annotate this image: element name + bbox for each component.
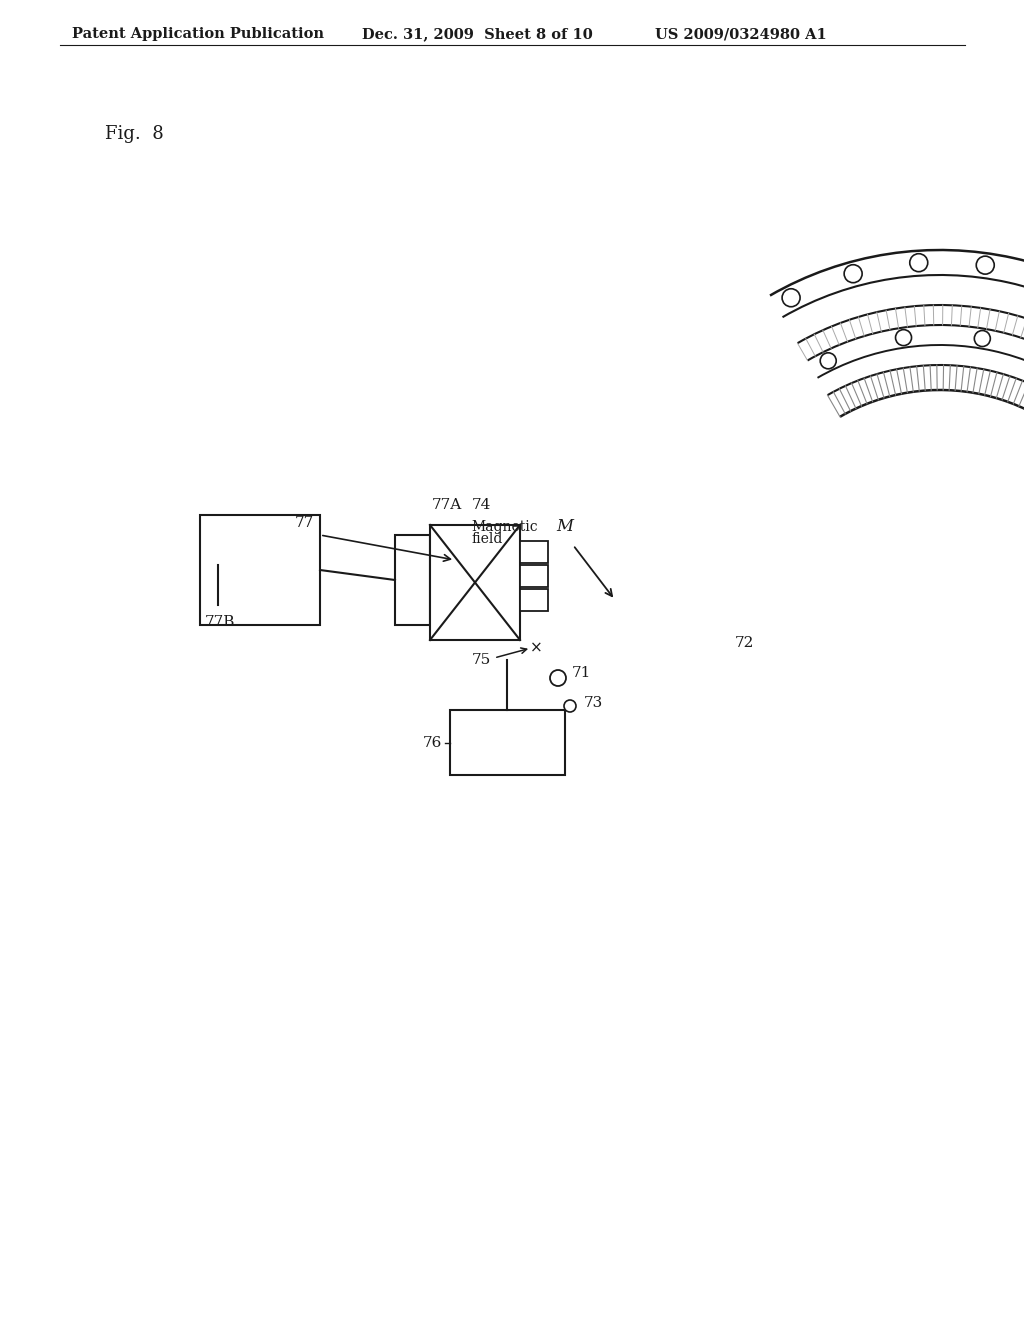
Text: ×: × (529, 640, 543, 656)
Text: Fig.  8: Fig. 8 (105, 125, 164, 143)
Text: Patent Application Publication: Patent Application Publication (72, 26, 324, 41)
Circle shape (564, 700, 575, 711)
Circle shape (896, 330, 911, 346)
Circle shape (820, 352, 837, 368)
Bar (430, 525, 520, 640)
Text: US 2009/0324980 A1: US 2009/0324980 A1 (655, 26, 826, 41)
Circle shape (974, 330, 990, 347)
Text: 76: 76 (423, 737, 442, 750)
Bar (520, 565, 548, 587)
Text: 73: 73 (584, 696, 603, 710)
Bar (450, 710, 565, 775)
Text: 77A: 77A (432, 498, 462, 512)
Circle shape (909, 253, 928, 272)
Text: 75: 75 (472, 653, 490, 667)
Bar (200, 515, 319, 624)
Text: 72: 72 (735, 636, 755, 649)
Bar (520, 541, 548, 564)
Bar (395, 535, 430, 624)
Text: 77B: 77B (205, 615, 236, 630)
Text: M: M (556, 517, 573, 535)
Circle shape (782, 289, 800, 306)
Text: 74: 74 (472, 498, 492, 512)
Circle shape (844, 265, 862, 282)
Circle shape (976, 256, 994, 275)
Text: field: field (471, 532, 503, 546)
Text: Dec. 31, 2009  Sheet 8 of 10: Dec. 31, 2009 Sheet 8 of 10 (362, 26, 593, 41)
Text: 71: 71 (572, 667, 592, 680)
Text: Magnetic: Magnetic (471, 520, 538, 535)
Text: 77: 77 (295, 516, 314, 531)
Circle shape (550, 671, 566, 686)
Bar (520, 589, 548, 611)
